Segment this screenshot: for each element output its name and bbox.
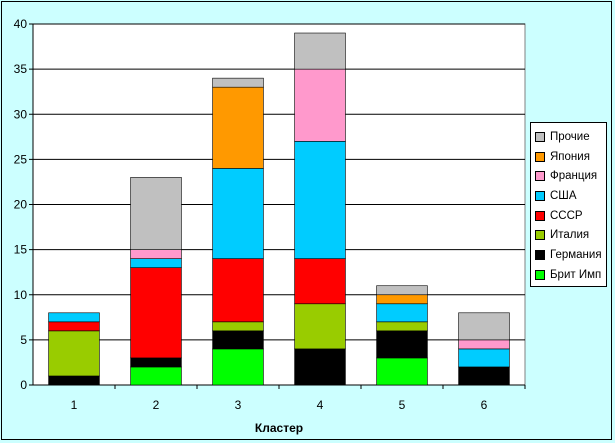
bar-segment [294, 68, 346, 142]
y-tick-label: 15 [14, 243, 28, 257]
x-tick-label: 5 [399, 398, 406, 412]
bar-segment [458, 348, 510, 368]
legend-item: Франция [535, 166, 606, 186]
legend-label: Германия [550, 248, 602, 261]
legend: Прочие Япония Франция США СССР Италия Германия… [530, 122, 607, 287]
y-tick-label: 25 [14, 152, 28, 166]
legend-label: Прочие [550, 130, 590, 143]
bar-segment [130, 366, 182, 386]
legend-label: Брит Имп [550, 268, 602, 281]
bar-segment [294, 32, 346, 70]
bar-segment [212, 330, 264, 350]
legend-item: Япония [535, 147, 606, 167]
bar-segment [130, 249, 182, 259]
y-tick-label: 40 [14, 17, 28, 31]
bar-segment [212, 321, 264, 332]
bar-segment [48, 312, 100, 323]
bar-segment [376, 303, 428, 323]
bar-segment [376, 285, 428, 296]
legend-swatch [535, 269, 545, 280]
bar-segment [294, 348, 346, 386]
legend-swatch [535, 171, 545, 182]
legend-label: Италия [550, 229, 590, 242]
x-tick-label: 2 [153, 398, 160, 412]
legend-item: Германия [535, 245, 606, 265]
x-tick-label: 1 [71, 398, 78, 412]
bar-segment [48, 375, 100, 386]
bar-segment [458, 339, 510, 350]
bar-segment [212, 77, 264, 88]
bar-segment [212, 86, 264, 169]
bar-segment [376, 321, 428, 332]
y-tick-label: 0 [20, 378, 27, 392]
bar-segment [212, 168, 264, 259]
bar-segment [376, 330, 428, 359]
legend-label: СССР [550, 209, 583, 222]
legend-swatch [535, 151, 545, 162]
legend-swatch [535, 230, 545, 241]
x-tick-label: 4 [317, 398, 324, 412]
bar-segment [458, 312, 510, 341]
bar-segment [294, 258, 346, 305]
y-tick-label: 30 [14, 107, 28, 121]
legend-label: Япония [550, 150, 590, 163]
legend-item: США [535, 186, 606, 206]
bar-segment [48, 321, 100, 332]
bar-segment [376, 294, 428, 305]
legend-item: Италия [535, 225, 606, 245]
y-tick-label: 10 [14, 288, 28, 302]
legend-label: США [550, 189, 577, 202]
legend-item: Брит Имп [535, 265, 606, 285]
legend-swatch [535, 210, 545, 221]
y-tick-label: 20 [14, 198, 28, 212]
legend-swatch [535, 131, 545, 142]
bar-segment [130, 267, 182, 359]
bar-segment [376, 357, 428, 386]
legend-item: СССР [535, 206, 606, 226]
bar-segment [130, 258, 182, 268]
x-axis-title: Кластер [255, 421, 303, 435]
bar-segment [212, 258, 264, 323]
bar-segment [130, 177, 182, 250]
bar-segment [294, 303, 346, 350]
y-tick-label: 5 [20, 333, 27, 347]
legend-swatch [535, 190, 545, 201]
x-tick-label: 3 [235, 398, 242, 412]
bar-segment [212, 348, 264, 386]
x-tick-label: 6 [481, 398, 488, 412]
bar-segment [458, 366, 510, 386]
bar-segment [48, 330, 100, 377]
bar-segment [130, 357, 182, 368]
legend-swatch [535, 249, 545, 260]
legend-label: Франция [550, 170, 598, 183]
y-tick-label: 35 [14, 62, 28, 76]
bar-segment [294, 141, 346, 259]
legend-item: Прочие [535, 127, 606, 147]
